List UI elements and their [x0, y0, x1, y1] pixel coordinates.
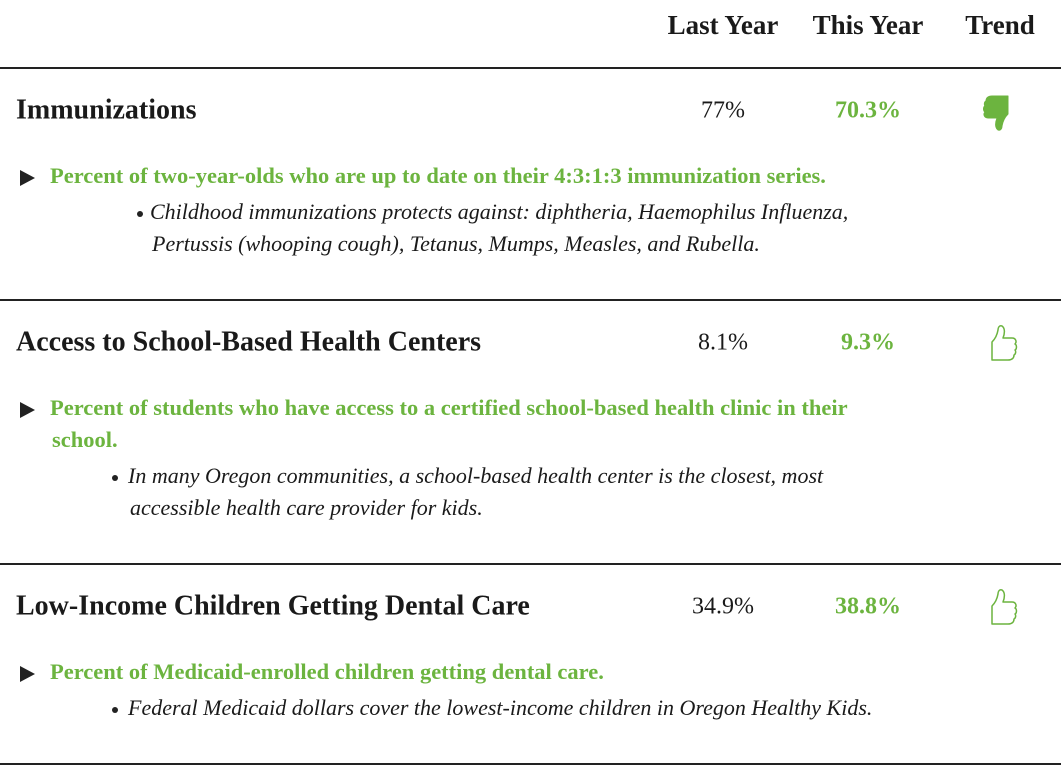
bullet-arrow [20, 170, 35, 186]
section-title: Immunizations [16, 94, 197, 125]
note-bullet [137, 211, 143, 217]
column-header: Trend [965, 10, 1035, 40]
description: Percent of Medicaid-enrolled children ge… [50, 659, 604, 684]
section-title: Low-Income Children Getting Dental Care [16, 590, 530, 621]
note-bullet [112, 707, 118, 713]
this-year-value: 9.3% [841, 330, 895, 356]
thumbs-up-icon [991, 589, 1018, 625]
rule [0, 563, 1061, 565]
thumbs-up-icon [991, 325, 1018, 361]
this-year-value: 70.3% [835, 98, 901, 124]
column-header: Last Year [668, 10, 779, 40]
section-title: Access to School-Based Health Centers [16, 326, 481, 357]
description: Percent of two-year-olds who are up to d… [50, 163, 826, 188]
last-year-value: 77% [701, 98, 745, 124]
this-year-value: 38.8% [835, 594, 901, 620]
description: Percent of students who have access to a… [50, 395, 848, 420]
thumbs-down-icon [983, 95, 1009, 131]
description: school. [52, 427, 118, 452]
note: Federal Medicaid dollars cover the lowes… [127, 695, 872, 720]
bullet-arrow [20, 666, 35, 682]
last-year-value: 8.1% [698, 330, 748, 356]
column-header: This Year [813, 10, 924, 40]
rule [0, 299, 1061, 301]
note: accessible health care provider for kids… [130, 495, 483, 520]
last-year-value: 34.9% [692, 594, 754, 620]
note-bullet [112, 475, 118, 481]
note: Childhood immunizations protects against… [150, 199, 848, 224]
note: In many Oregon communities, a school-bas… [127, 463, 824, 488]
note: Pertussis (whooping cough), Tetanus, Mum… [151, 231, 760, 256]
bullet-arrow [20, 402, 35, 418]
rule [0, 67, 1061, 69]
rule [0, 763, 1061, 765]
